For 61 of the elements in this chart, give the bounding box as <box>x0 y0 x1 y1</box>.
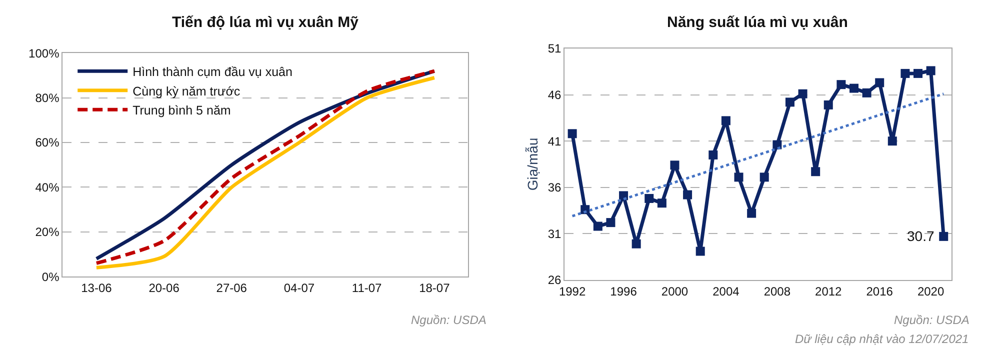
y-tick-label: 20% <box>35 225 60 240</box>
point <box>824 100 833 110</box>
x-tick-label: 2020 <box>917 284 944 298</box>
y-tick-label: 51 <box>548 42 562 56</box>
point <box>568 129 577 138</box>
x-tick-label: 13-06 <box>81 281 112 295</box>
chart-title: Năng suất lúa mì vụ xuân <box>667 14 848 31</box>
y-tick-label: 41 <box>548 134 562 148</box>
text: Nguồn: USDA <box>411 313 486 327</box>
y-tick-label: 40% <box>35 180 60 194</box>
x-tick-label: 2004 <box>712 284 740 298</box>
y-tick-label: 31 <box>548 226 562 241</box>
x-tick-label: 2016 <box>866 284 894 298</box>
x-tick-label: 2008 <box>764 284 791 298</box>
point <box>657 198 666 208</box>
y-tick-label: 0% <box>42 270 60 284</box>
y-tick-label: 60% <box>35 136 60 150</box>
x-tick-label: 20-06 <box>148 281 180 295</box>
x-tick-label: 2012 <box>815 284 842 298</box>
point <box>926 66 936 76</box>
point <box>900 68 910 78</box>
x-tick-label: 2000 <box>661 284 688 298</box>
point <box>644 194 654 203</box>
point <box>862 88 872 98</box>
point <box>914 68 923 78</box>
x-tick-label: 1996 <box>610 284 638 298</box>
point <box>696 246 705 256</box>
point <box>939 232 948 241</box>
y-tick-label: 80% <box>35 91 60 106</box>
point <box>849 84 858 93</box>
point <box>606 218 616 228</box>
chart-title: Tiến độ lúa mì vụ xuân Mỹ <box>172 14 360 31</box>
point <box>734 172 744 182</box>
data-label: 30.7 <box>907 228 934 244</box>
x-tick-label: 04-07 <box>284 281 315 295</box>
y-axis-title: Giạ/mẫu <box>524 138 540 191</box>
y-tick-label: 100% <box>28 46 60 60</box>
point <box>747 208 756 218</box>
point <box>683 190 692 200</box>
point <box>632 239 641 248</box>
point <box>836 80 846 90</box>
point <box>708 150 718 160</box>
point <box>798 89 808 98</box>
x-tick-label: 11-07 <box>352 281 382 295</box>
legend-label: Cùng kỳ năm trước <box>132 84 240 98</box>
x-tick-label: 27-06 <box>216 281 248 295</box>
legend-label: Trung bình 5 năm <box>132 104 231 118</box>
text: Nguồn: USDA <box>894 313 970 327</box>
legend-label: Hình thành cụm đầu vụ xuân <box>132 65 292 80</box>
point <box>670 160 680 170</box>
x-tick-label: 18-07 <box>419 281 450 295</box>
text: Dữ liệu cập nhật vào 12/07/2021 <box>795 332 969 346</box>
y-tick-label: 36 <box>548 180 562 195</box>
point <box>785 98 794 107</box>
y-tick-label: 46 <box>548 88 562 102</box>
point <box>811 167 820 176</box>
point <box>875 78 884 88</box>
point <box>593 222 602 231</box>
point <box>760 172 769 182</box>
point <box>888 136 897 146</box>
point <box>721 116 730 126</box>
